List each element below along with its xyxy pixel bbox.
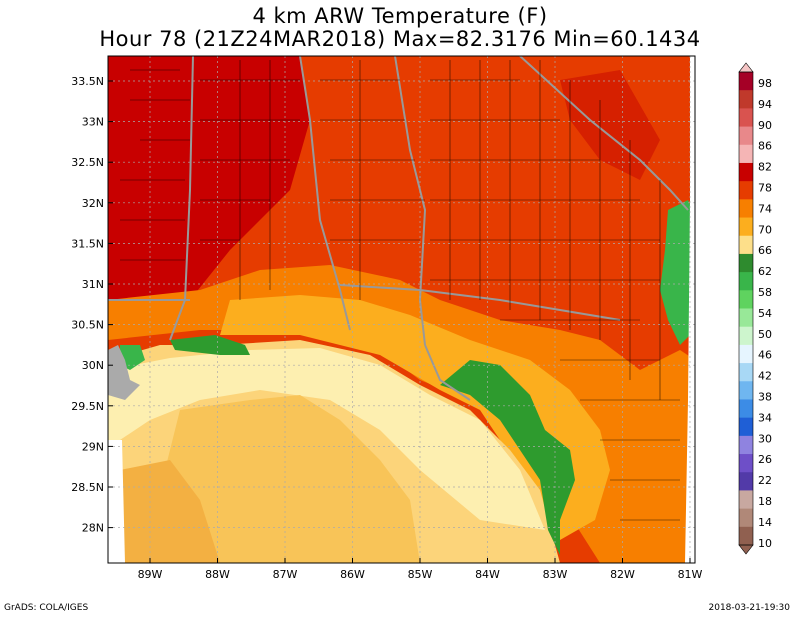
map-title-line2: Hour 78 (21Z24MAR2018) Max=82.3176 Min=6… xyxy=(99,27,701,51)
colorbar-label: 82 xyxy=(758,161,772,174)
lat-label: 30N xyxy=(82,359,104,372)
colorbar-label: 58 xyxy=(758,286,772,299)
orange-band xyxy=(108,265,695,563)
colorbar-swatch xyxy=(739,217,753,237)
colorbar-swatch xyxy=(739,454,753,473)
colorbar-label: 70 xyxy=(758,223,772,236)
colorbar: 98 94 90 86 82 78 74 70 66 62 58 54 50 46 42 38 34 30 26 22… xyxy=(738,62,772,555)
colorbar-swatch xyxy=(739,490,753,510)
colorbar-label: 50 xyxy=(758,328,772,341)
lat-label: 29N xyxy=(82,440,104,453)
colorbar-swatch xyxy=(739,290,753,309)
mississippi-delta xyxy=(108,345,140,400)
map-field xyxy=(108,56,695,563)
green-east-coast xyxy=(660,200,695,345)
colorbar-swatch xyxy=(739,108,753,128)
lat-label: 32.5N xyxy=(71,156,104,169)
colorbar-swatch xyxy=(739,435,753,455)
colorbar-swatch xyxy=(739,272,753,291)
colorbar-label: 74 xyxy=(758,202,772,215)
hot-patch-east xyxy=(560,70,660,180)
colorbar-label: 46 xyxy=(758,349,772,362)
colorbar-swatch xyxy=(739,90,753,109)
lon-label: 89W xyxy=(138,568,163,581)
green-bigbend xyxy=(440,360,575,555)
state-borders xyxy=(108,56,689,401)
colorbar-swatch xyxy=(739,181,753,200)
lon-label: 82W xyxy=(610,568,635,581)
sw-blank xyxy=(108,440,125,563)
lat-label: 30.5N xyxy=(71,319,104,332)
colorbar-label: 26 xyxy=(758,453,772,466)
lon-label: 83W xyxy=(543,568,568,581)
colorbar-bottom-arrow xyxy=(738,544,754,555)
lon-label: 88W xyxy=(205,568,230,581)
colorbar-swatch xyxy=(739,235,753,255)
colorbar-label: 38 xyxy=(758,391,772,404)
colorbar-label: 62 xyxy=(758,265,772,278)
colorbar-label: 22 xyxy=(758,474,772,487)
colorbar-swatch xyxy=(739,508,753,528)
lon-label: 84W xyxy=(475,568,500,581)
colorbar-swatch xyxy=(739,526,753,546)
lat-label: 29.5N xyxy=(71,400,104,413)
lon-label: 87W xyxy=(273,568,298,581)
colorbar-label: 10 xyxy=(758,537,772,550)
footer-timestamp: 2018-03-21-19:30 xyxy=(708,603,791,613)
colorbar-swatch xyxy=(739,363,753,382)
colorbar-label: 30 xyxy=(758,432,772,445)
lat-label: 33N xyxy=(82,116,104,129)
lat-label: 31N xyxy=(82,278,104,291)
colorbar-label: 54 xyxy=(758,307,772,320)
colorbar-label: 34 xyxy=(758,411,772,424)
colorbar-swatch xyxy=(739,199,753,219)
lat-label: 31.5N xyxy=(71,237,104,250)
colorbar-label: 98 xyxy=(758,77,772,90)
colorbar-swatch xyxy=(739,381,753,400)
county-lines xyxy=(120,60,680,521)
lat-label: 32N xyxy=(82,197,104,210)
lon-axis-labels: 89W 88W 87W 86W 85W 84W 83W 82W 81W xyxy=(138,558,703,581)
colorbar-swatch xyxy=(739,162,753,182)
gulf-mid xyxy=(165,395,420,563)
colorbar-swatch xyxy=(739,472,753,491)
colorbar-swatch xyxy=(739,399,753,419)
colorbar-frame xyxy=(738,71,754,546)
colorbar-swatch xyxy=(739,144,753,164)
colorbar-swatch xyxy=(739,253,753,273)
lon-label: 85W xyxy=(408,568,433,581)
gulf-cream xyxy=(108,348,545,530)
lat-label: 28N xyxy=(82,522,104,535)
lon-label: 81W xyxy=(678,568,703,581)
green-panhandle xyxy=(170,335,250,355)
lat-label: 28.5N xyxy=(71,481,104,494)
colorbar-swatch xyxy=(739,308,753,328)
colorbar-label: 90 xyxy=(758,119,772,132)
colorbar-label: 14 xyxy=(758,516,772,529)
colorbar-swatch xyxy=(739,344,753,364)
map-title-line1: 4 km ARW Temperature (F) xyxy=(252,4,548,28)
green-nw-gulf xyxy=(120,345,145,370)
lat-label: 33.5N xyxy=(71,75,104,88)
colorbar-swatch xyxy=(739,126,753,146)
footer-credit: GrADS: COLA/IGES xyxy=(4,603,89,613)
colorbar-swatch xyxy=(739,72,753,91)
plot-frame xyxy=(107,55,696,564)
colorbar-label: 18 xyxy=(758,495,772,508)
colorbar-label: 94 xyxy=(758,98,772,111)
lightorange-band xyxy=(220,295,610,540)
colorbar-swatch xyxy=(739,417,753,437)
gulf-deep xyxy=(120,460,220,563)
colorbar-label: 66 xyxy=(758,244,772,257)
hot-region-west xyxy=(108,56,310,300)
colorbar-swatch xyxy=(739,326,753,346)
lat-axis-labels: 33.5N 33N 32.5N 32N 31.5N 31N 30.5N 30N 29.5N 29N… xyxy=(71,75,113,535)
colorbar-label: 42 xyxy=(758,370,772,383)
colorbar-label: 86 xyxy=(758,140,772,153)
lon-label: 86W xyxy=(340,568,365,581)
colorbar-top-arrow xyxy=(738,62,754,73)
east-ocean xyxy=(685,56,695,563)
colorbar-label: 78 xyxy=(758,182,772,195)
